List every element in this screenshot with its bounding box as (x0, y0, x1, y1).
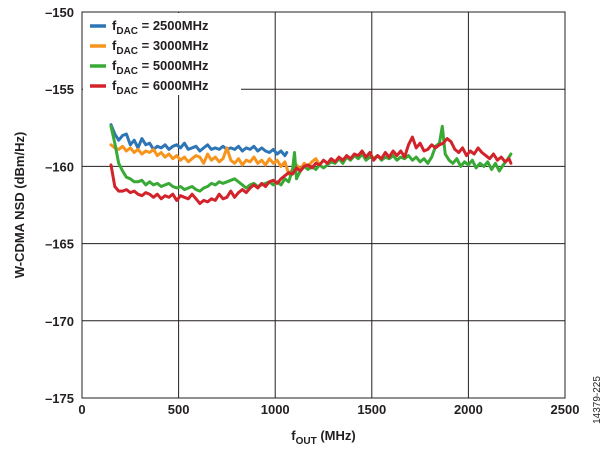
legend-label: fDAC = 5000MHz (112, 58, 209, 77)
legend-label-main: f (112, 18, 117, 33)
legend-label-main: f (112, 58, 117, 73)
legend-label-rest: = 3000MHz (138, 38, 209, 53)
x-axis-title-main: f (291, 428, 296, 443)
x-axis-title: fOUT (MHz) (291, 428, 355, 447)
legend-label-sub: DAC (116, 46, 138, 57)
legend-background (83, 13, 241, 95)
x-tick-label: 0 (78, 402, 85, 417)
legend-label-main: f (112, 78, 117, 93)
legend-label-sub: DAC (116, 66, 138, 77)
legend-label-main: f (112, 38, 117, 53)
legend-label: fDAC = 2500MHz (112, 18, 209, 37)
legend-label-sub: DAC (116, 26, 138, 37)
y-tick-label: –170 (45, 314, 74, 329)
y-axis-ticks: –150 –155 –160 –165 –170 –175 (45, 5, 74, 406)
legend-label-sub: DAC (116, 86, 138, 97)
y-tick-label: –160 (45, 159, 74, 174)
y-tick-label: –175 (45, 391, 74, 406)
legend-label-rest: = 2500MHz (138, 18, 209, 33)
y-tick-label: –155 (45, 82, 74, 97)
x-tick-label: 2000 (454, 402, 483, 417)
plot-frame (81, 11, 566, 399)
legend-label: fDAC = 3000MHz (112, 38, 209, 57)
series-line (109, 135, 513, 205)
y-axis-title: W-CDMA NSD (dBm/Hz) (12, 132, 27, 279)
legend-label-rest: = 5000MHz (138, 58, 209, 73)
series-line (109, 143, 322, 176)
x-axis-title-sub: OUT (296, 436, 317, 447)
x-tick-label: 1500 (357, 402, 386, 417)
x-axis-title-unit: (MHz) (317, 428, 356, 443)
figure-id: 14379-225 (592, 376, 603, 424)
x-axis-ticks: 0 500 1000 1500 2000 2500 (78, 402, 579, 417)
x-tick-label: 1000 (261, 402, 290, 417)
y-tick-label: –150 (45, 5, 74, 20)
series-lines (109, 123, 513, 205)
x-tick-label: 2500 (551, 402, 580, 417)
legend-label-rest: = 6000MHz (138, 78, 209, 93)
x-tick-label: 500 (168, 402, 190, 417)
legend-label: fDAC = 6000MHz (112, 78, 209, 97)
y-tick-label: –165 (45, 237, 74, 252)
series-line (109, 123, 289, 158)
